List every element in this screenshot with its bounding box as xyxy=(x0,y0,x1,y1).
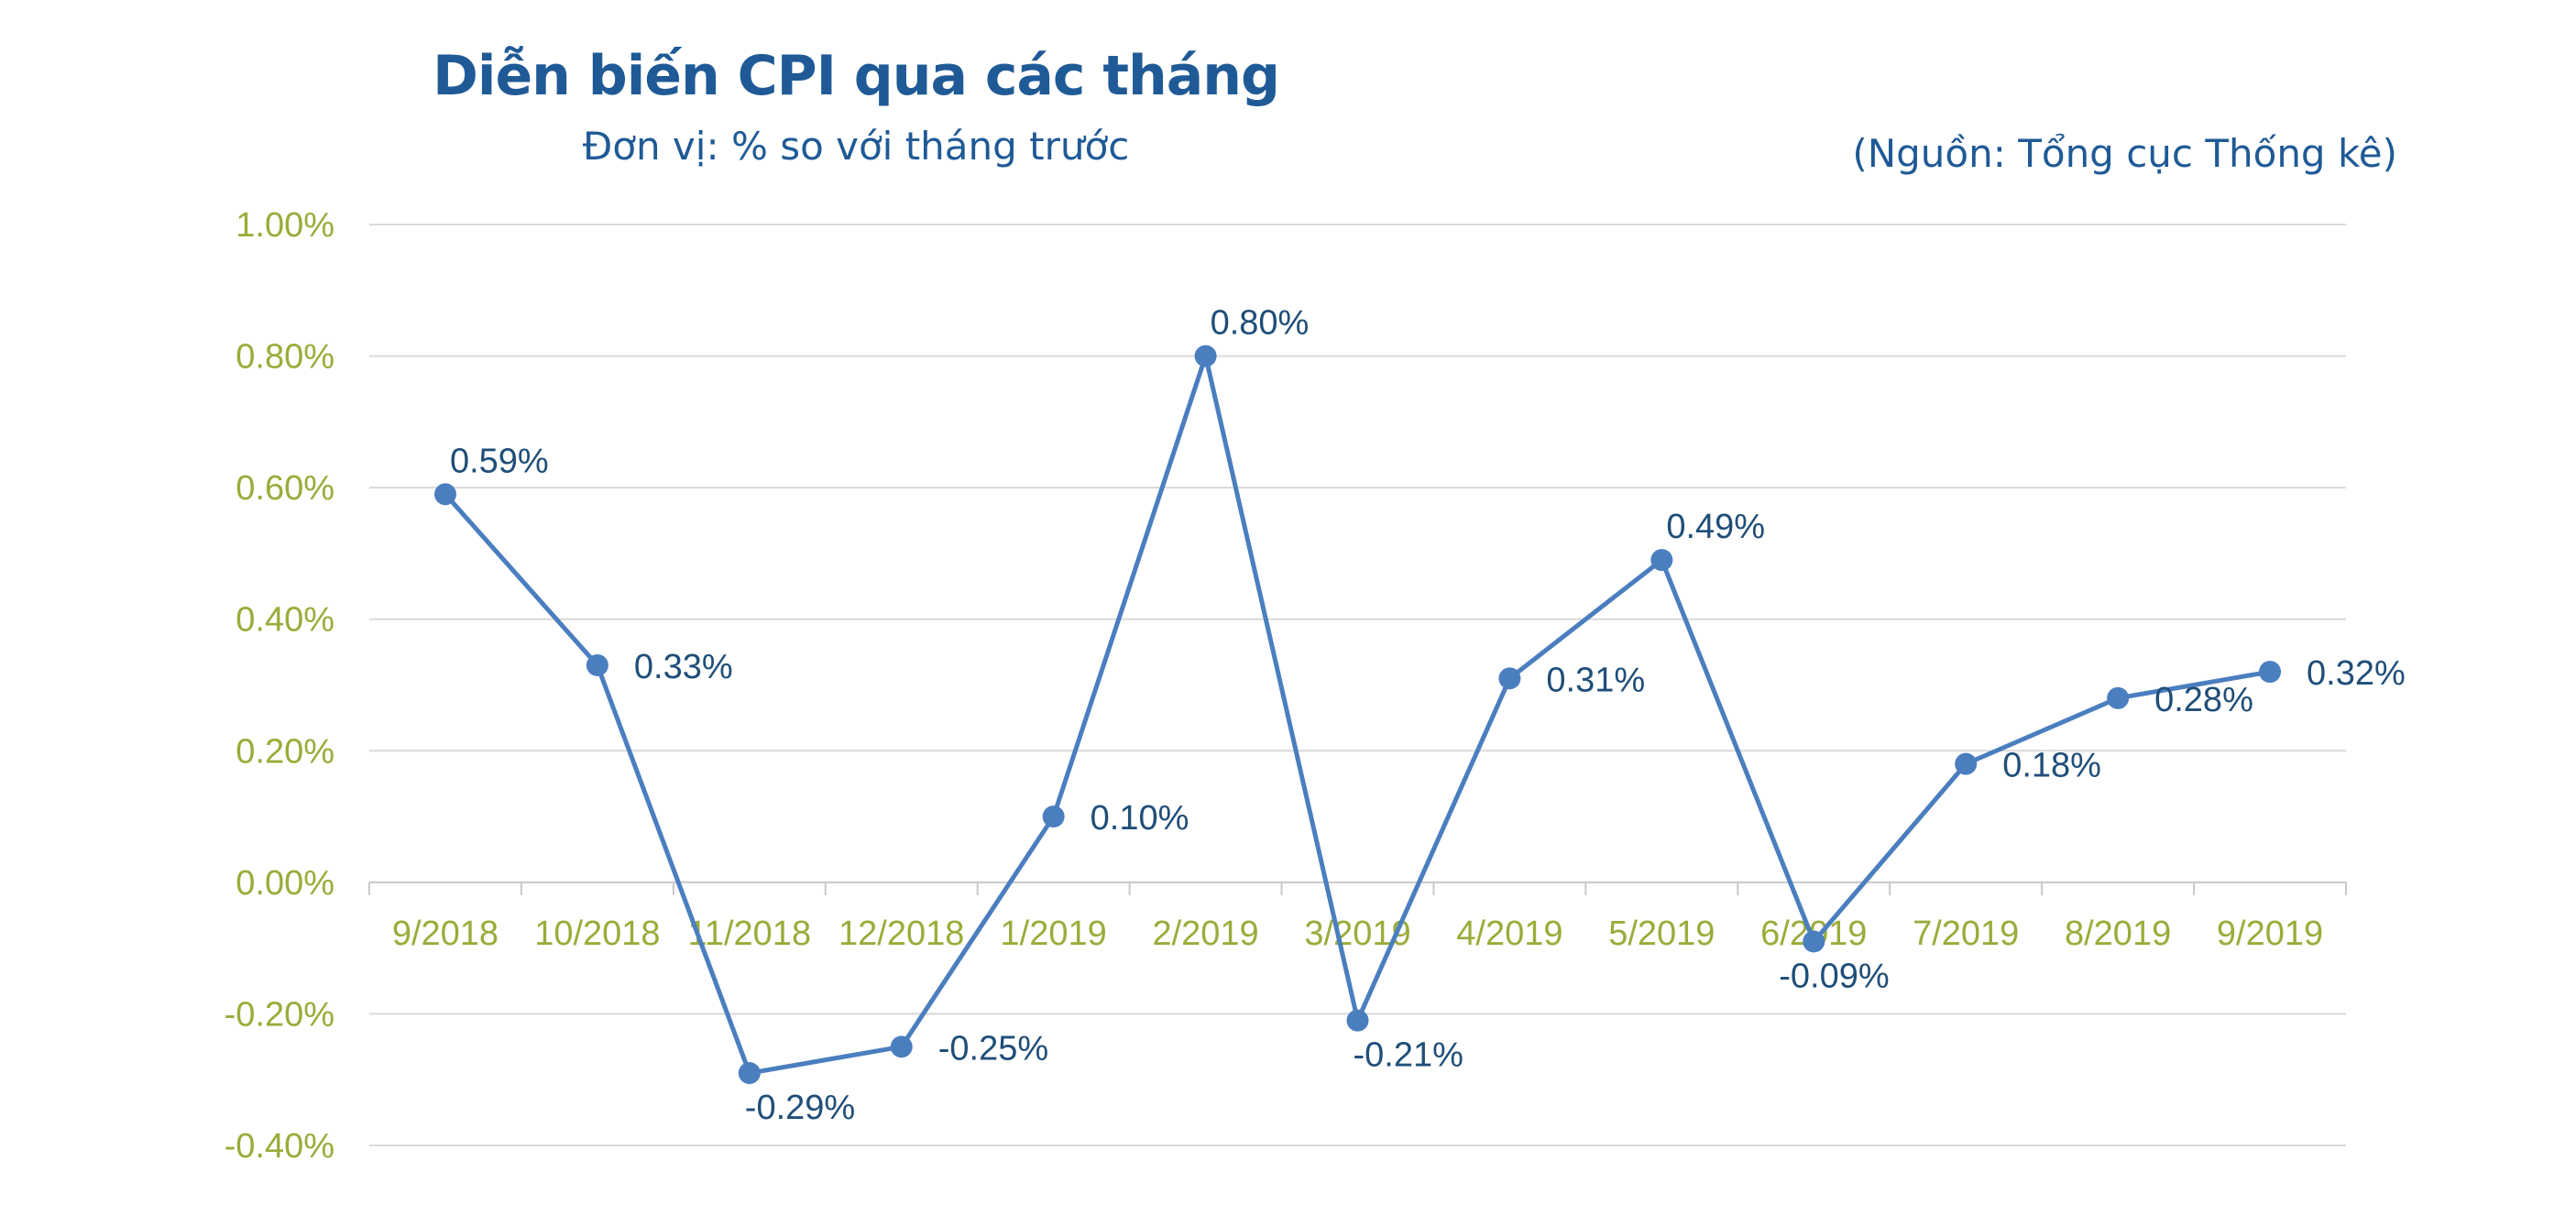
data-label: -0.21% xyxy=(1354,1036,1463,1075)
x-tick-label: 1/2019 xyxy=(1001,915,1107,953)
y-tick-label: 0.00% xyxy=(236,864,334,903)
y-tick-label: -0.40% xyxy=(225,1127,334,1166)
data-label: 0.10% xyxy=(1091,799,1189,838)
data-point xyxy=(2259,661,2282,684)
x-tick-label: 9/2019 xyxy=(2217,915,2323,953)
data-point xyxy=(1650,549,1673,572)
y-axis: 1.00% 0.80% 0.60% 0.40% 0.20% 0.00% -0.20% -0.4… xyxy=(225,206,334,1166)
data-point xyxy=(1955,752,1978,775)
data-label: 0.33% xyxy=(634,648,733,686)
data-point xyxy=(586,653,608,676)
y-tick-label: -0.20% xyxy=(225,995,334,1034)
data-label: 0.32% xyxy=(2307,654,2406,693)
data-point xyxy=(1042,805,1065,828)
y-tick-label: 0.80% xyxy=(236,338,334,377)
series-polyline xyxy=(444,354,2271,1076)
data-label: -0.09% xyxy=(1779,957,1889,995)
data-point xyxy=(738,1062,761,1085)
data-label: 0.80% xyxy=(1211,304,1310,343)
data-point xyxy=(1194,345,1217,367)
data-point xyxy=(1803,930,1825,953)
chart-source: (Nguồn: Tổng cục Thống kê) xyxy=(1852,131,2397,176)
data-label: 0.59% xyxy=(450,442,549,480)
data-point xyxy=(890,1035,913,1058)
data-label: -0.25% xyxy=(938,1029,1048,1068)
x-tick-label: 12/2018 xyxy=(839,915,964,953)
x-tick-label: 5/2019 xyxy=(1608,915,1715,953)
data-point xyxy=(1498,667,1521,690)
gridlines xyxy=(369,224,2346,1146)
y-tick-label: 0.20% xyxy=(236,732,334,771)
data-label: 0.49% xyxy=(1666,508,1765,546)
data-point xyxy=(2107,686,2130,709)
y-tick-label: 0.40% xyxy=(236,601,334,640)
data-label: 0.28% xyxy=(2154,681,2253,719)
chart-subtitle: Đơn vị: % so với tháng trước xyxy=(582,124,1130,169)
x-tick-label: 11/2018 xyxy=(688,915,812,953)
data-point xyxy=(1346,1009,1369,1032)
data-label: -0.29% xyxy=(745,1089,855,1127)
x-tick-label: 2/2019 xyxy=(1152,915,1258,953)
y-tick-label: 1.00% xyxy=(236,206,334,245)
data-point xyxy=(433,483,456,506)
data-label: 0.31% xyxy=(1546,661,1645,699)
y-tick-label: 0.60% xyxy=(236,469,334,508)
x-tick-label: 3/2019 xyxy=(1304,915,1410,953)
x-tick-label: 8/2019 xyxy=(2065,915,2171,953)
series-line xyxy=(433,345,2282,1085)
x-tick-label: 4/2019 xyxy=(1456,915,1562,953)
x-tick-label: 9/2018 xyxy=(392,915,499,953)
x-axis: 9/2018 10/2018 11/2018 12/2018 1/2019 2/2019 3… xyxy=(368,882,2347,953)
chart-title: Diễn biến CPI qua các tháng xyxy=(433,44,1280,108)
x-tick-label: 10/2018 xyxy=(534,915,660,953)
data-label: 0.18% xyxy=(2002,747,2101,785)
data-labels: 0.59% 0.33% -0.29% -0.25% 0.10% 0.80% -0.21% 0.… xyxy=(450,304,2406,1127)
x-tick-label: 7/2019 xyxy=(1913,915,2019,953)
